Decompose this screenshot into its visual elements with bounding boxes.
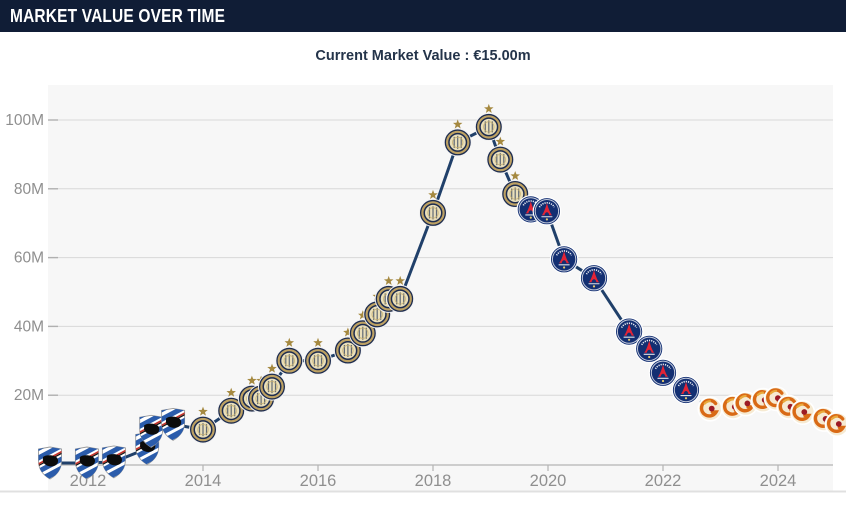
y-axis-label: 60M — [14, 250, 44, 267]
x-axis-label: 2020 — [530, 472, 567, 490]
x-axis-label: 2018 — [415, 472, 452, 490]
x-axis-label: 2012 — [70, 472, 107, 490]
panel-title: MARKET VALUE OVER TIME — [10, 5, 226, 26]
data-point-psg-icon[interactable] — [549, 244, 579, 274]
y-axis-label: 40M — [14, 318, 44, 335]
data-point-psg-icon[interactable] — [648, 358, 678, 388]
x-axis: 2012 2014 2016 2018 2020 2022 2024 — [48, 464, 833, 490]
data-point-psg-icon[interactable] — [532, 196, 562, 226]
current-market-value-label: Current Market Value : €15.00m — [315, 48, 531, 64]
x-axis-label: 2024 — [760, 472, 797, 490]
panel-header: MARKET VALUE OVER TIME — [0, 0, 846, 32]
y-axis-label: 20M — [14, 387, 44, 404]
y-axis-label: 80M — [14, 181, 44, 198]
data-point-psg-icon[interactable] — [671, 375, 701, 405]
data-point-psg-icon[interactable] — [634, 334, 664, 364]
data-point-galatasaray-icon[interactable] — [788, 398, 817, 427]
x-axis-label: 2014 — [185, 472, 222, 490]
y-axis-label: 100M — [5, 112, 44, 129]
x-axis-label: 2016 — [300, 472, 337, 490]
data-point-psg-icon[interactable] — [579, 263, 609, 293]
data-point-galatasaray-icon[interactable] — [695, 394, 725, 424]
x-axis-label: 2022 — [645, 472, 682, 490]
y-gridlines: 20M 40M 60M 80M 100M — [5, 112, 833, 404]
